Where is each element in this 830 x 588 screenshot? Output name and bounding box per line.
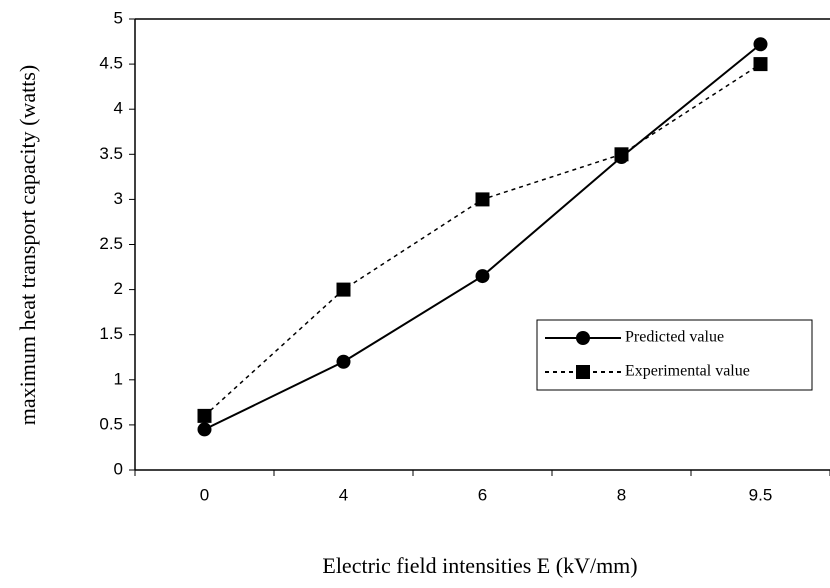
y-tick-label: 1.5 bbox=[99, 324, 123, 343]
y-tick-label: 5 bbox=[114, 8, 123, 27]
legend: Predicted value Experimental value bbox=[536, 319, 813, 391]
marker bbox=[336, 354, 351, 369]
y-tick-label: 3.5 bbox=[99, 144, 123, 163]
marker bbox=[753, 37, 768, 52]
y-tick-label: 4 bbox=[114, 99, 123, 118]
marker bbox=[753, 57, 768, 72]
y-tick-label: 2.5 bbox=[99, 234, 123, 253]
marker bbox=[614, 147, 629, 162]
y-tick-label: 1 bbox=[114, 369, 123, 388]
y-tick-label: 2 bbox=[114, 279, 123, 298]
legend-label: Predicted value bbox=[625, 329, 724, 346]
legend-label: Experimental value bbox=[625, 363, 750, 380]
marker bbox=[576, 365, 590, 379]
x-tick-label: 8 bbox=[617, 485, 626, 504]
y-tick-label: 4.5 bbox=[99, 54, 123, 73]
marker bbox=[197, 422, 212, 437]
x-tick-label: 4 bbox=[339, 485, 348, 504]
marker bbox=[475, 269, 490, 284]
y-tick-label: 0 bbox=[114, 459, 123, 478]
marker bbox=[576, 331, 590, 345]
marker bbox=[475, 192, 490, 207]
x-tick-label: 9.5 bbox=[749, 485, 773, 504]
y-tick-label: 0.5 bbox=[99, 414, 123, 433]
y-tick-label: 3 bbox=[114, 189, 123, 208]
marker bbox=[197, 408, 212, 423]
x-tick-label: 6 bbox=[478, 485, 487, 504]
y-axis-title: maximum heat transport capacity (watts) bbox=[15, 65, 40, 425]
x-axis-title: Electric field intensities E (kV/mm) bbox=[322, 553, 637, 578]
x-tick-label: 0 bbox=[200, 485, 209, 504]
marker bbox=[336, 282, 351, 297]
